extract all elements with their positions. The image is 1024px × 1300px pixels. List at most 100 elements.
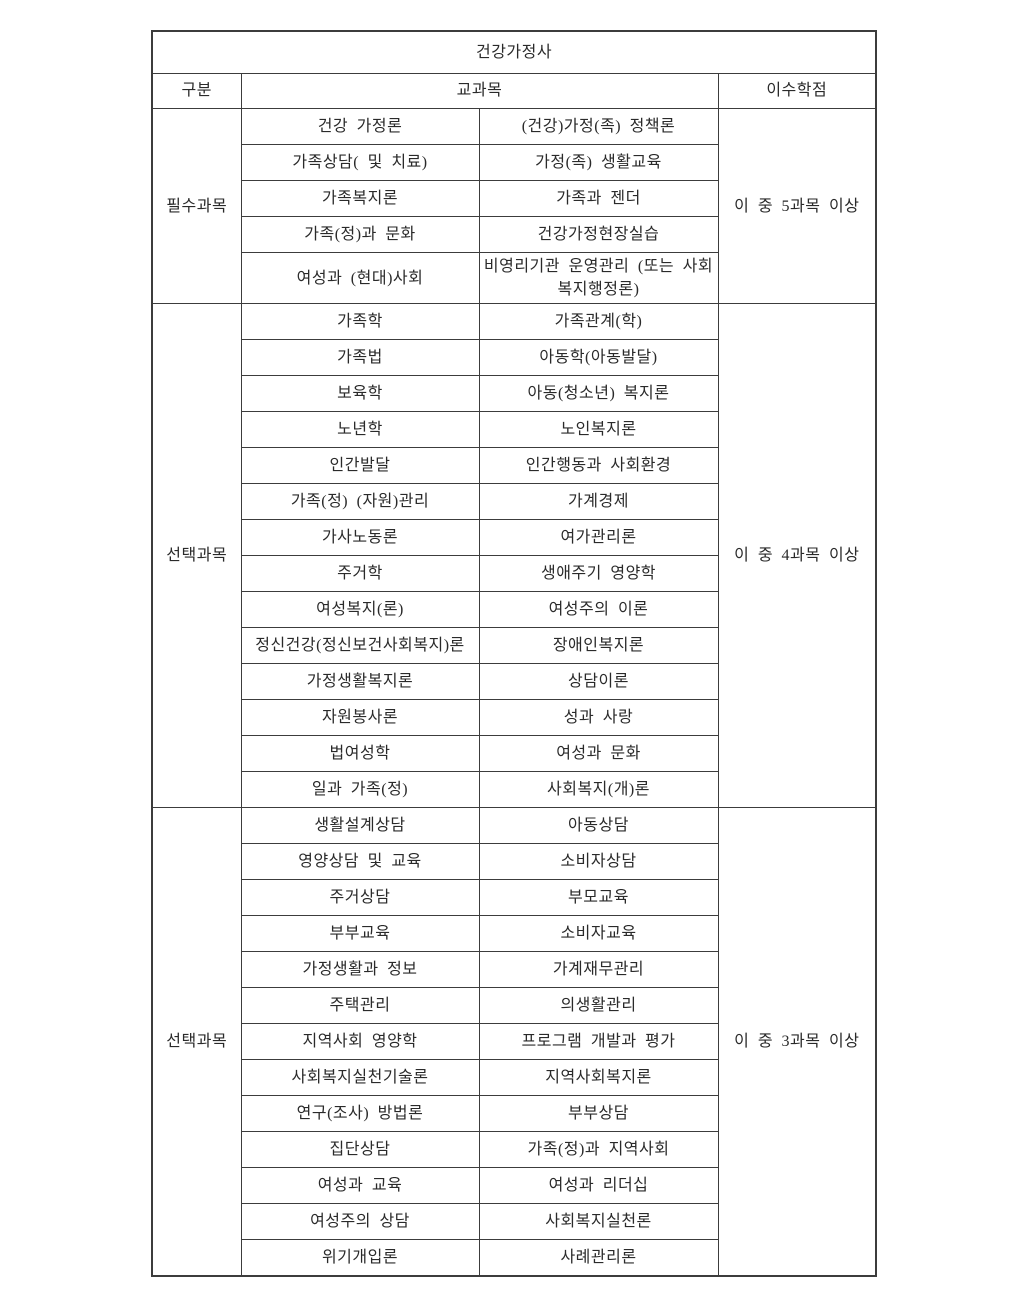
course-cell: 가족(정)과 지역사회 xyxy=(478,1131,719,1169)
course-row: 여성복지(론) 여성주의 이론 xyxy=(152,591,876,629)
course-cell: 가족학 xyxy=(240,303,480,341)
course-cell: 일과 가족(정) xyxy=(240,771,480,809)
course-cell: 주거상담 xyxy=(240,879,480,917)
course-cell: 가정생활과 정보 xyxy=(240,951,480,989)
course-row: 여성과 (현대)사회 비영리기관 운영관리 (또는 사회복지행정론) xyxy=(152,251,876,305)
course-cell: 가족법 xyxy=(240,339,480,377)
course-cell: 성과 사랑 xyxy=(478,699,719,737)
course-cell: 아동(청소년) 복지론 xyxy=(478,375,719,413)
course-cell: 여성과 교육 xyxy=(240,1167,480,1205)
course-row: 필수과목 건강 가정론 (건강)가정(족) 정책론 이 중 5과목 이상 xyxy=(151,107,877,305)
course-cell: 부부상담 xyxy=(478,1095,719,1133)
course-row: 가정생활과 정보 가계재무관리 xyxy=(152,951,876,989)
course-cell: 아동학(아동발달) xyxy=(478,339,719,377)
table-title-row: 건강가정사 xyxy=(151,30,877,74)
table-title: 건강가정사 xyxy=(151,30,877,74)
course-cell: 비영리기관 운영관리 (또는 사회복지행정론) xyxy=(478,251,719,305)
course-cell: 가족과 젠더 xyxy=(478,180,719,217)
course-cell: (건강)가정(족) 정책론 xyxy=(478,108,719,145)
course-row: 여성주의 상담 사회복지실천론 xyxy=(152,1203,876,1241)
course-cell: 사례관리론 xyxy=(478,1239,719,1277)
course-row: 위기개입론 사례관리론 xyxy=(152,1239,876,1277)
course-row: 여성과 교육 여성과 리더십 xyxy=(152,1167,876,1205)
course-row: 사회복지실천기술론 지역사회복지론 xyxy=(152,1059,876,1097)
course-cell: 사회복지(개)론 xyxy=(478,771,719,809)
course-cell: 가족복지론 xyxy=(240,180,480,217)
course-cell: 건강 가정론 xyxy=(240,108,480,145)
header-category: 구분 xyxy=(151,73,242,109)
course-row: 지역사회 영양학 프로그램 개발과 평가 xyxy=(152,1023,876,1061)
course-cell: 가족(정)과 문화 xyxy=(240,216,480,253)
course-cell: 연구(조사) 방법론 xyxy=(240,1095,480,1133)
section-category: 선택과목 xyxy=(151,807,242,1277)
certification-course-table: 건강가정사 구분 교과목 이수학점 필수과목 건강 가정론 (건강)가정(족) 정책… xyxy=(151,30,878,1278)
course-row: 정신건강(정신보건사회복지)론 장애인복지론 xyxy=(152,627,876,665)
course-row: 일과 가족(정) 사회복지(개)론 xyxy=(152,771,876,809)
course-cell: 장애인복지론 xyxy=(478,627,719,665)
course-row: 법여성학 여성과 문화 xyxy=(152,735,876,773)
course-cell: 생애주기 영양학 xyxy=(478,555,719,593)
section-credits: 이 중 3과목 이상 xyxy=(717,807,877,1277)
course-cell: 지역사회 영양학 xyxy=(240,1023,480,1061)
course-cell: 여성과 문화 xyxy=(478,735,719,773)
course-row: 가족상담( 및 치료) 가정(족) 생활교육 xyxy=(152,144,876,181)
course-row: 보육학 아동(청소년) 복지론 xyxy=(152,375,876,413)
course-row: 가족(정)과 문화 건강가정현장실습 xyxy=(152,216,876,253)
course-cell: 상담이론 xyxy=(478,663,719,701)
course-cell: 가계재무관리 xyxy=(478,951,719,989)
course-cell: 위기개입론 xyxy=(240,1239,480,1277)
header-subjects: 교과목 xyxy=(240,73,719,109)
course-cell: 여가관리론 xyxy=(478,519,719,557)
course-cell: 여성과 (현대)사회 xyxy=(240,251,480,305)
course-row: 집단상담 가족(정)과 지역사회 xyxy=(152,1131,876,1169)
course-cell: 아동상담 xyxy=(478,807,719,845)
course-cell: 생활설계상담 xyxy=(240,807,480,845)
course-row: 자원봉사론 성과 사랑 xyxy=(152,699,876,737)
course-cell: 부모교육 xyxy=(478,879,719,917)
course-cell: 노인복지론 xyxy=(478,411,719,449)
course-cell: 프로그램 개발과 평가 xyxy=(478,1023,719,1061)
course-row: 영양상담 및 교육 소비자상담 xyxy=(152,843,876,881)
course-cell: 여성복지(론) xyxy=(240,591,480,629)
course-row: 가사노동론 여가관리론 xyxy=(152,519,876,557)
course-cell: 가정생활복지론 xyxy=(240,663,480,701)
course-row: 주택관리 의생활관리 xyxy=(152,987,876,1025)
course-row: 인간발달 인간행동과 사회환경 xyxy=(152,447,876,485)
course-cell: 정신건강(정신보건사회복지)론 xyxy=(240,627,480,665)
course-cell: 인간행동과 사회환경 xyxy=(478,447,719,485)
course-cell: 건강가정현장실습 xyxy=(478,216,719,253)
course-row: 선택과목 가족학 가족관계(학) 이 중 4과목 이상 xyxy=(151,303,877,809)
course-cell: 주거학 xyxy=(240,555,480,593)
section-category: 필수과목 xyxy=(151,107,242,305)
course-cell: 여성주의 상담 xyxy=(240,1203,480,1241)
course-row: 연구(조사) 방법론 부부상담 xyxy=(152,1095,876,1133)
course-cell: 가계경제 xyxy=(478,483,719,521)
course-cell: 사회복지실천론 xyxy=(478,1203,719,1241)
course-cell: 가사노동론 xyxy=(240,519,480,557)
header-credits: 이수학점 xyxy=(717,73,877,109)
course-cell: 사회복지실천기술론 xyxy=(240,1059,480,1097)
section-credits: 이 중 4과목 이상 xyxy=(717,303,877,809)
course-cell: 가족관계(학) xyxy=(478,303,719,341)
course-cell: 집단상담 xyxy=(240,1131,480,1169)
course-cell: 소비자교육 xyxy=(478,915,719,953)
course-cell: 주택관리 xyxy=(240,987,480,1025)
course-cell: 여성과 리더십 xyxy=(478,1167,719,1205)
course-cell: 가족(정) (자원)관리 xyxy=(240,483,480,521)
course-row: 부부교육 소비자교육 xyxy=(152,915,876,953)
course-cell: 인간발달 xyxy=(240,447,480,485)
course-cell: 노년학 xyxy=(240,411,480,449)
course-cell: 영양상담 및 교육 xyxy=(240,843,480,881)
course-cell: 여성주의 이론 xyxy=(478,591,719,629)
course-cell: 소비자상담 xyxy=(478,843,719,881)
section-category: 선택과목 xyxy=(151,303,242,809)
course-cell: 가정(족) 생활교육 xyxy=(478,144,719,181)
course-cell: 의생활관리 xyxy=(478,987,719,1025)
course-row: 선택과목 생활설계상담 아동상담 이 중 3과목 이상 xyxy=(151,807,877,1277)
course-cell: 부부교육 xyxy=(240,915,480,953)
course-row: 가족복지론 가족과 젠더 xyxy=(152,180,876,217)
course-cell: 지역사회복지론 xyxy=(478,1059,719,1097)
course-cell: 가족상담( 및 치료) xyxy=(240,144,480,181)
course-cell: 자원봉사론 xyxy=(240,699,480,737)
